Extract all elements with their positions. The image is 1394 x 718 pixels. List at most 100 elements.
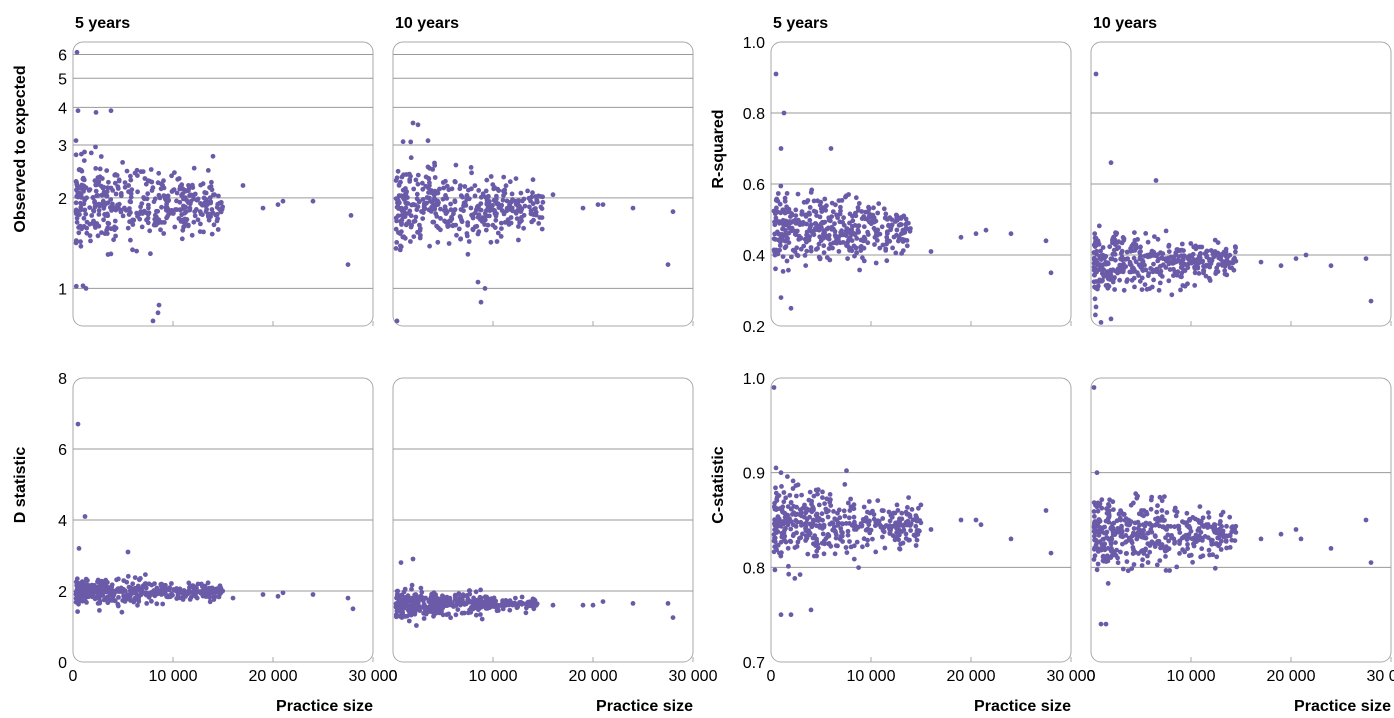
data-point bbox=[178, 207, 183, 213]
data-point bbox=[778, 183, 784, 189]
data-point bbox=[786, 267, 791, 273]
data-point bbox=[821, 243, 827, 249]
data-point bbox=[1156, 538, 1162, 544]
chart-1: R-squared 0.2 0.4 0.6 0.8 1.0 5 years 10 years bbox=[710, 15, 1392, 336]
data-point bbox=[1106, 508, 1112, 514]
data-point bbox=[809, 498, 815, 504]
data-point bbox=[155, 180, 161, 186]
data-point bbox=[131, 599, 137, 605]
data-point bbox=[101, 205, 107, 211]
data-point bbox=[783, 495, 789, 501]
x-tick-label: 10 000 bbox=[1167, 668, 1216, 685]
data-point bbox=[428, 209, 434, 214]
data-point bbox=[781, 499, 787, 505]
data-point bbox=[1216, 262, 1221, 268]
data-point bbox=[173, 207, 178, 212]
data-point bbox=[779, 235, 785, 241]
data-point bbox=[1094, 248, 1099, 254]
data-point bbox=[1159, 544, 1165, 550]
data-point bbox=[216, 193, 221, 199]
data-point bbox=[116, 178, 122, 184]
data-point bbox=[1174, 270, 1179, 276]
data-point bbox=[1115, 240, 1121, 245]
data-point bbox=[398, 560, 404, 565]
data-point bbox=[779, 550, 784, 556]
data-point bbox=[1232, 538, 1238, 543]
data-point bbox=[124, 168, 130, 174]
data-point bbox=[1136, 532, 1142, 537]
data-point bbox=[115, 603, 121, 609]
data-point bbox=[1224, 261, 1230, 266]
data-point bbox=[833, 543, 839, 548]
data-point bbox=[188, 192, 194, 198]
data-point bbox=[1218, 512, 1224, 518]
data-point bbox=[96, 586, 101, 591]
data-point bbox=[468, 165, 474, 170]
data-point bbox=[96, 212, 102, 217]
data-point bbox=[1099, 542, 1105, 547]
data-point bbox=[782, 510, 788, 516]
data-point bbox=[807, 211, 812, 217]
data-point bbox=[460, 592, 466, 598]
x-tick-label: 30 000 bbox=[669, 668, 718, 685]
data-point bbox=[464, 593, 470, 598]
data-point bbox=[464, 233, 470, 239]
data-point bbox=[873, 260, 879, 266]
data-point bbox=[496, 188, 502, 194]
data-point bbox=[888, 225, 894, 231]
data-point bbox=[1204, 253, 1209, 259]
data-point bbox=[887, 215, 893, 221]
data-point bbox=[1233, 249, 1238, 255]
data-point bbox=[1222, 268, 1228, 274]
panel-3-1: 0 10 000 20 000 30 000 Practice size bbox=[1087, 377, 1394, 715]
data-point bbox=[394, 175, 400, 181]
data-point bbox=[853, 245, 859, 251]
data-point bbox=[1206, 510, 1211, 515]
data-point bbox=[484, 177, 490, 183]
data-point bbox=[1172, 258, 1178, 264]
data-point bbox=[873, 549, 879, 555]
data-point bbox=[533, 212, 539, 218]
data-point bbox=[773, 485, 778, 491]
data-point bbox=[123, 593, 128, 599]
data-point bbox=[799, 211, 805, 217]
data-point bbox=[456, 226, 462, 232]
data-point bbox=[117, 587, 123, 593]
data-point bbox=[839, 521, 845, 527]
data-point bbox=[525, 188, 530, 194]
data-point bbox=[444, 183, 450, 189]
data-point bbox=[427, 243, 432, 249]
data-point bbox=[1129, 277, 1135, 283]
data-point bbox=[1132, 531, 1138, 537]
data-point bbox=[158, 186, 164, 192]
data-point bbox=[513, 210, 519, 216]
data-point bbox=[865, 526, 871, 532]
data-point bbox=[772, 567, 778, 573]
data-point bbox=[91, 586, 97, 592]
panel-title: 5 years bbox=[75, 15, 130, 32]
data-point bbox=[519, 215, 524, 220]
data-point bbox=[789, 254, 794, 260]
data-point bbox=[81, 588, 87, 594]
data-point bbox=[136, 587, 142, 593]
data-point bbox=[146, 581, 152, 587]
data-point bbox=[1092, 514, 1097, 519]
data-point bbox=[397, 597, 402, 603]
data-point bbox=[890, 245, 895, 251]
data-point bbox=[1111, 247, 1117, 253]
data-point bbox=[415, 229, 420, 235]
data-point bbox=[789, 228, 795, 234]
data-point bbox=[116, 201, 122, 207]
data-point bbox=[1163, 265, 1169, 270]
data-point bbox=[1119, 523, 1124, 529]
data-point bbox=[803, 214, 809, 219]
data-point bbox=[406, 219, 412, 224]
data-point bbox=[902, 230, 908, 235]
data-point bbox=[1211, 254, 1217, 260]
data-point bbox=[403, 200, 409, 206]
data-point bbox=[775, 191, 781, 196]
data-point bbox=[797, 572, 803, 577]
data-point bbox=[350, 606, 356, 612]
data-point bbox=[1158, 270, 1163, 276]
data-point bbox=[498, 220, 504, 226]
